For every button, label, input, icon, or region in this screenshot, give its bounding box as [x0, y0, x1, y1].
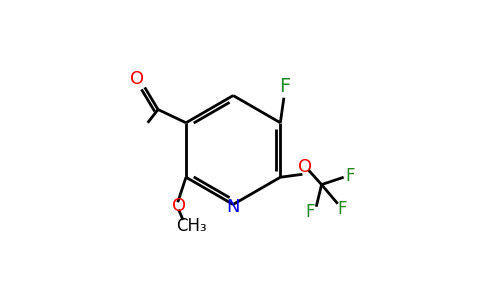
Text: F: F: [305, 203, 315, 221]
Text: F: F: [337, 200, 347, 218]
Text: F: F: [346, 167, 355, 185]
Text: O: O: [172, 197, 186, 215]
Text: CH₃: CH₃: [176, 217, 207, 235]
Text: N: N: [227, 198, 240, 216]
Text: O: O: [130, 70, 144, 88]
Text: O: O: [298, 158, 312, 176]
Text: F: F: [279, 77, 290, 96]
